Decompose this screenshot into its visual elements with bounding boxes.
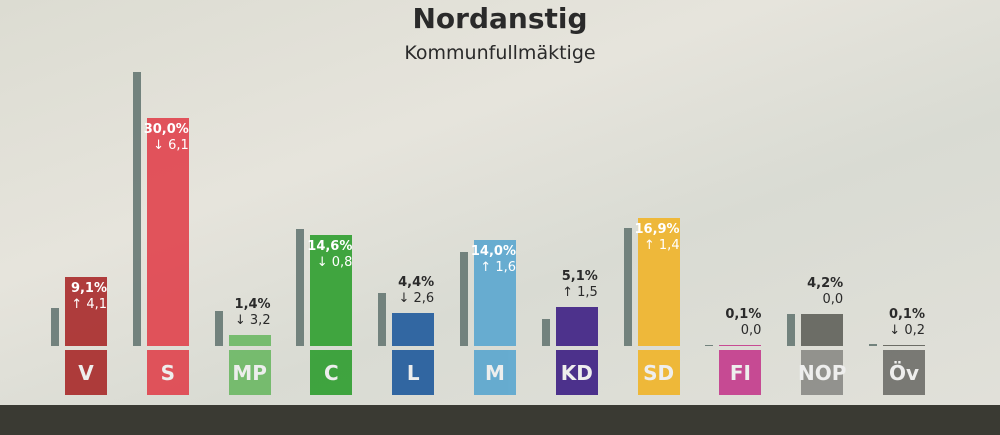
party-label-KD: KD [555, 350, 598, 395]
previous-bar-V [51, 308, 59, 346]
bar-L [392, 312, 435, 346]
percent-text: 30,0% [143, 122, 189, 137]
chart-title: Nordanstig [412, 2, 588, 35]
change-text: ↓ 6,1 [153, 138, 189, 153]
party-label-SD: SD [637, 350, 680, 395]
change-text: ↑ 1,6 [480, 259, 516, 275]
party-label-MP: MP [228, 350, 271, 395]
bar-KD [555, 307, 598, 346]
value-label-FI: 0,1% 0,0 [701, 307, 761, 339]
bar-chart: 9,1% ↑ 4,1 V 30,0% ↓ 6,1 S 1,4% ↓ 3,2 MP 14,6% ↓ 0… [47, 71, 925, 395]
bar-S [146, 118, 189, 346]
party-label-V: V [65, 350, 107, 395]
percent-text: 5,1% [561, 269, 598, 285]
change-text: ↑ 1,5 [562, 285, 598, 301]
percent-text: 4,4% [398, 274, 435, 290]
value-label-NOP: 4,2% 0,0 [783, 276, 843, 308]
party-label-S: S [146, 350, 189, 395]
party-label-C: C [310, 350, 353, 395]
party-label-FI: FI [719, 350, 762, 395]
value-label-M: 14,0% ↑ 1,6 [456, 244, 516, 276]
change-text: ↓ 0,8 [316, 255, 353, 271]
change-text: ↓ 2,6 [398, 290, 435, 306]
bottom-strip [0, 405, 1000, 435]
previous-bar-C [296, 228, 305, 346]
bar-FI [719, 344, 762, 346]
percent-text: 16,9% [634, 221, 680, 237]
previous-bar-NOP [787, 314, 796, 346]
value-label-SD: 16,9% ↑ 1,4 [620, 221, 680, 254]
previous-bar-SD [623, 228, 632, 346]
percent-text: 9,1% [70, 280, 107, 296]
bar-SD [637, 217, 680, 346]
value-label-S: 30,0% ↓ 6,1 [129, 122, 189, 154]
party-label-NOP: NOP [798, 350, 846, 395]
value-label-Öv: 0,1% ↓ 0,2 [865, 307, 925, 339]
previous-bar-MP [214, 311, 223, 346]
change-text: 0,0 [740, 322, 762, 338]
value-label-V: 9,1% ↑ 4,1 [47, 281, 107, 313]
change-text: ↑ 4,1 [71, 296, 107, 312]
bar-M [474, 239, 516, 346]
percent-text: 0,1% [888, 306, 925, 322]
party-label-M: M [474, 350, 516, 395]
bar-V [65, 276, 107, 346]
bar-C [310, 235, 353, 346]
previous-bar-KD [541, 318, 550, 346]
value-label-L: 4,4% ↓ 2,6 [374, 275, 434, 307]
chart-subtitle: Kommunfullmäktige [404, 42, 596, 64]
percent-text: 4,2% [807, 276, 844, 292]
previous-bar-FI [705, 344, 714, 346]
bar-Öv [883, 344, 925, 346]
previous-bar-Öv [869, 343, 877, 346]
value-label-C: 14,6% ↓ 0,8 [292, 239, 352, 271]
change-text: ↑ 1,4 [643, 237, 680, 253]
party-label-L: L [392, 350, 435, 395]
previous-bar-M [460, 251, 468, 346]
party-label-Öv: Öv [883, 350, 925, 395]
percent-text: 0,1% [725, 306, 762, 322]
change-text: ↓ 3,2 [234, 313, 271, 329]
percent-text: 14,0% [470, 243, 516, 259]
change-text: 0,0 [822, 292, 844, 308]
percent-text: 14,6% [307, 239, 353, 255]
previous-bar-S [132, 71, 141, 346]
value-label-MP: 1,4% ↓ 3,2 [211, 297, 271, 329]
value-label-KD: 5,1% ↑ 1,5 [538, 269, 598, 301]
percent-text: 1,4% [234, 297, 271, 313]
bar-NOP [801, 314, 844, 346]
previous-bar-L [378, 292, 387, 346]
bar-MP [228, 335, 271, 346]
change-text: ↓ 0,2 [889, 322, 925, 338]
